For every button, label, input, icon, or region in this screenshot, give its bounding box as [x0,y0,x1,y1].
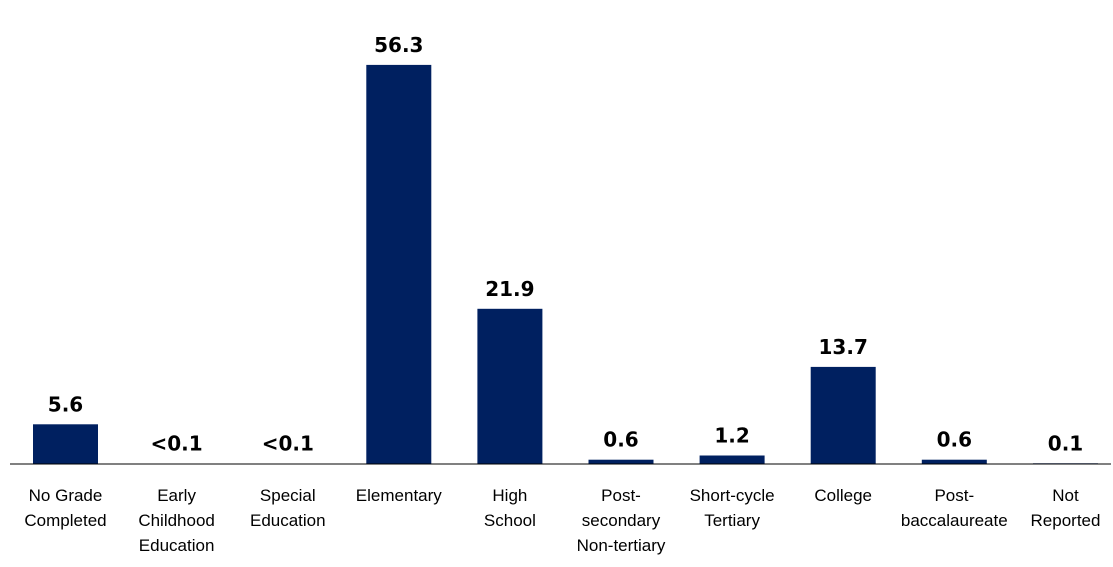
category-label-line: No Grade [29,486,103,505]
category-label-line: High [492,486,527,505]
category-label-line: Reported [1031,511,1101,530]
category-label-line: Post- [601,486,641,505]
value-label-6: 0.6 [603,428,638,452]
category-label-line: Short-cycle [690,486,775,505]
bar-4 [366,64,432,465]
category-label-line: Elementary [356,486,442,505]
category-label-line: Education [139,536,215,555]
category-label-5: High School [484,486,536,530]
category-label-line: baccalaureate [901,511,1008,530]
category-label-4: Elementary [356,486,442,505]
bar-9 [921,459,987,464]
value-label-3: <0.1 [262,432,314,456]
category-label-line: School [484,511,536,530]
category-labels-group: No Grade Completed Early Childhood Education… [24,486,1100,555]
bar-6 [588,459,654,464]
value-label-4: 56.3 [374,33,423,57]
value-labels-group: 5.6 <0.1 <0.1 56.3 21.9 0.6 1.2 13.7 0.6 0.1 [48,33,1083,456]
category-label-3: Special Education [250,486,326,530]
category-label-line: Non-tertiary [577,536,666,555]
category-label-10: Not Reported [1031,486,1101,530]
value-label-1: 5.6 [48,392,83,416]
category-label-1: No Grade Completed [24,486,106,530]
value-label-8: 13.7 [819,335,868,359]
category-label-line: Special [260,486,316,505]
category-label-line: Completed [24,511,106,530]
category-label-line: Not [1052,486,1079,505]
category-label-8: College [814,486,872,505]
category-label-2: Early Childhood Education [138,486,215,555]
value-label-2: <0.1 [151,432,203,456]
category-label-6: Post-secondary Non-tertiary [577,486,666,555]
category-label-line: secondary [582,511,661,530]
category-label-9: Post-baccalaureate [901,486,1008,530]
category-label-line: Tertiary [704,511,760,530]
value-label-5: 21.9 [485,277,534,301]
bar-5 [477,308,543,465]
category-label-line: Post- [934,486,974,505]
bar-1 [33,424,98,464]
bars-group [33,64,1098,465]
category-label-line: Education [250,511,326,530]
value-label-9: 0.6 [937,428,972,452]
category-label-line: College [814,486,872,505]
bar-7 [699,455,765,464]
value-label-7: 1.2 [714,424,749,448]
bar-8 [810,366,876,464]
category-label-line: Early [157,486,196,505]
category-label-7: Short-cycle Tertiary [690,486,775,530]
category-label-line: Childhood [138,511,215,530]
value-label-10: 0.1 [1048,431,1083,455]
